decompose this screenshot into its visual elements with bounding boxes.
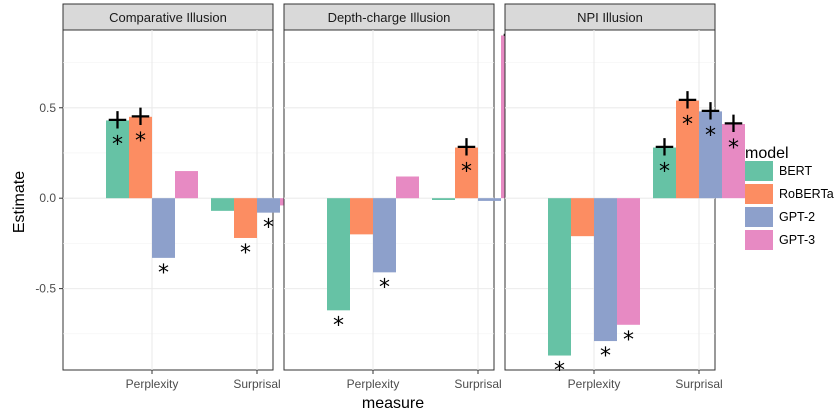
facet-title: Comparative Illusion <box>109 10 227 25</box>
x-tick-label: Surprisal <box>675 377 722 391</box>
y-tick-label: 0.5 <box>39 101 56 115</box>
bar-gpt3-perplexity <box>617 198 640 325</box>
panels-layer: Comparative Illusion+*+****Perplexity Sur… <box>35 3 745 391</box>
marker-plus: + <box>676 83 699 116</box>
legend-key-gpt2 <box>745 207 773 227</box>
marker-star: * <box>682 113 693 138</box>
x-tick-label: Surprisal <box>233 377 280 391</box>
bar-bert-surprisal <box>653 147 676 199</box>
x-tick-label: Surprisal <box>454 377 501 391</box>
marker-plus: + <box>653 130 676 163</box>
x-tick-label: Perplexity <box>347 377 400 391</box>
legend-label: GPT-3 <box>779 233 815 247</box>
y-tick-label: -0.5 <box>35 282 56 296</box>
facet-title: NPI Illusion <box>577 10 643 25</box>
facet-panel: Comparative Illusion+*+****Perplexity Sur… <box>62 3 303 391</box>
marker-plus: + <box>129 99 152 132</box>
bar-bert-perplexity <box>106 120 129 199</box>
marker-plus: + <box>722 106 745 139</box>
marker-star: * <box>379 275 390 300</box>
marker-star: * <box>728 136 739 161</box>
facet-strip <box>504 3 716 31</box>
x-tick-label: Perplexity <box>126 377 179 391</box>
y-tick-label: 0.0 <box>39 191 56 205</box>
marker-star: * <box>623 328 634 353</box>
marker-plus: + <box>455 130 478 163</box>
marker-star: * <box>600 344 611 369</box>
marker-star: * <box>705 123 716 148</box>
bar-roberta-surprisal <box>676 100 699 199</box>
facet-panel: NPI Illusion***+*+* +* +*Perplexity Surpris… <box>504 3 745 391</box>
marker-star: * <box>659 160 670 185</box>
legend-label: BERT <box>779 164 812 178</box>
marker-plus: + <box>106 102 129 135</box>
bar-bert-perplexity <box>548 198 571 356</box>
marker-plus: + <box>699 93 722 126</box>
bar-roberta-perplexity <box>129 116 152 199</box>
bar-gpt3-surprisal <box>722 124 745 199</box>
bar-roberta-surprisal <box>455 147 478 199</box>
legend: model BERT RoBERTa GPT-2 GPT-3 <box>745 145 834 250</box>
bar-gpt3-perplexity <box>396 176 419 199</box>
marker-star: * <box>333 313 344 338</box>
marker-star: * <box>263 216 274 241</box>
legend-label: GPT-2 <box>779 210 815 224</box>
legend-title: model <box>745 145 789 162</box>
bar-gpt2-perplexity <box>373 198 396 273</box>
bar-gpt2-perplexity <box>594 198 617 342</box>
x-tick-label: Perplexity <box>568 377 621 391</box>
bar-bert-perplexity <box>327 198 350 311</box>
facet-strip <box>62 3 274 31</box>
bar-bert-surprisal <box>211 198 234 211</box>
marker-star: * <box>158 261 169 286</box>
bar-gpt2-surprisal <box>257 198 280 213</box>
marker-star: * <box>461 160 472 185</box>
bar-gpt3-perplexity <box>175 171 198 199</box>
bar-roberta-perplexity <box>350 198 373 235</box>
marker-star: * <box>554 359 565 384</box>
bar-gpt2-surprisal <box>478 198 501 201</box>
bar-gpt2-surprisal <box>699 111 722 199</box>
marker-star: * <box>240 241 251 266</box>
y-axis-title: Estimate <box>11 171 28 233</box>
legend-label: RoBERTa <box>779 187 834 201</box>
marker-star: * <box>112 132 123 157</box>
bar-bert-surprisal <box>432 198 455 200</box>
x-axis-title: measure <box>362 395 424 412</box>
legend-key-gpt3 <box>745 230 773 250</box>
bar-roberta-perplexity <box>571 198 594 237</box>
marker-star: * <box>135 129 146 154</box>
bar-roberta-surprisal <box>234 198 257 238</box>
legend-key-bert <box>745 161 773 181</box>
y-axis: -0.5 0.0 0.5 <box>35 101 63 296</box>
legend-key-roberta <box>745 184 773 204</box>
facet-title: Depth-charge Illusion <box>328 10 451 25</box>
bar-gpt2-perplexity <box>152 198 175 258</box>
facet-panel: Depth-charge Illusion**+*+*PerplexitySur… <box>283 3 524 391</box>
facet-strip <box>283 3 495 31</box>
